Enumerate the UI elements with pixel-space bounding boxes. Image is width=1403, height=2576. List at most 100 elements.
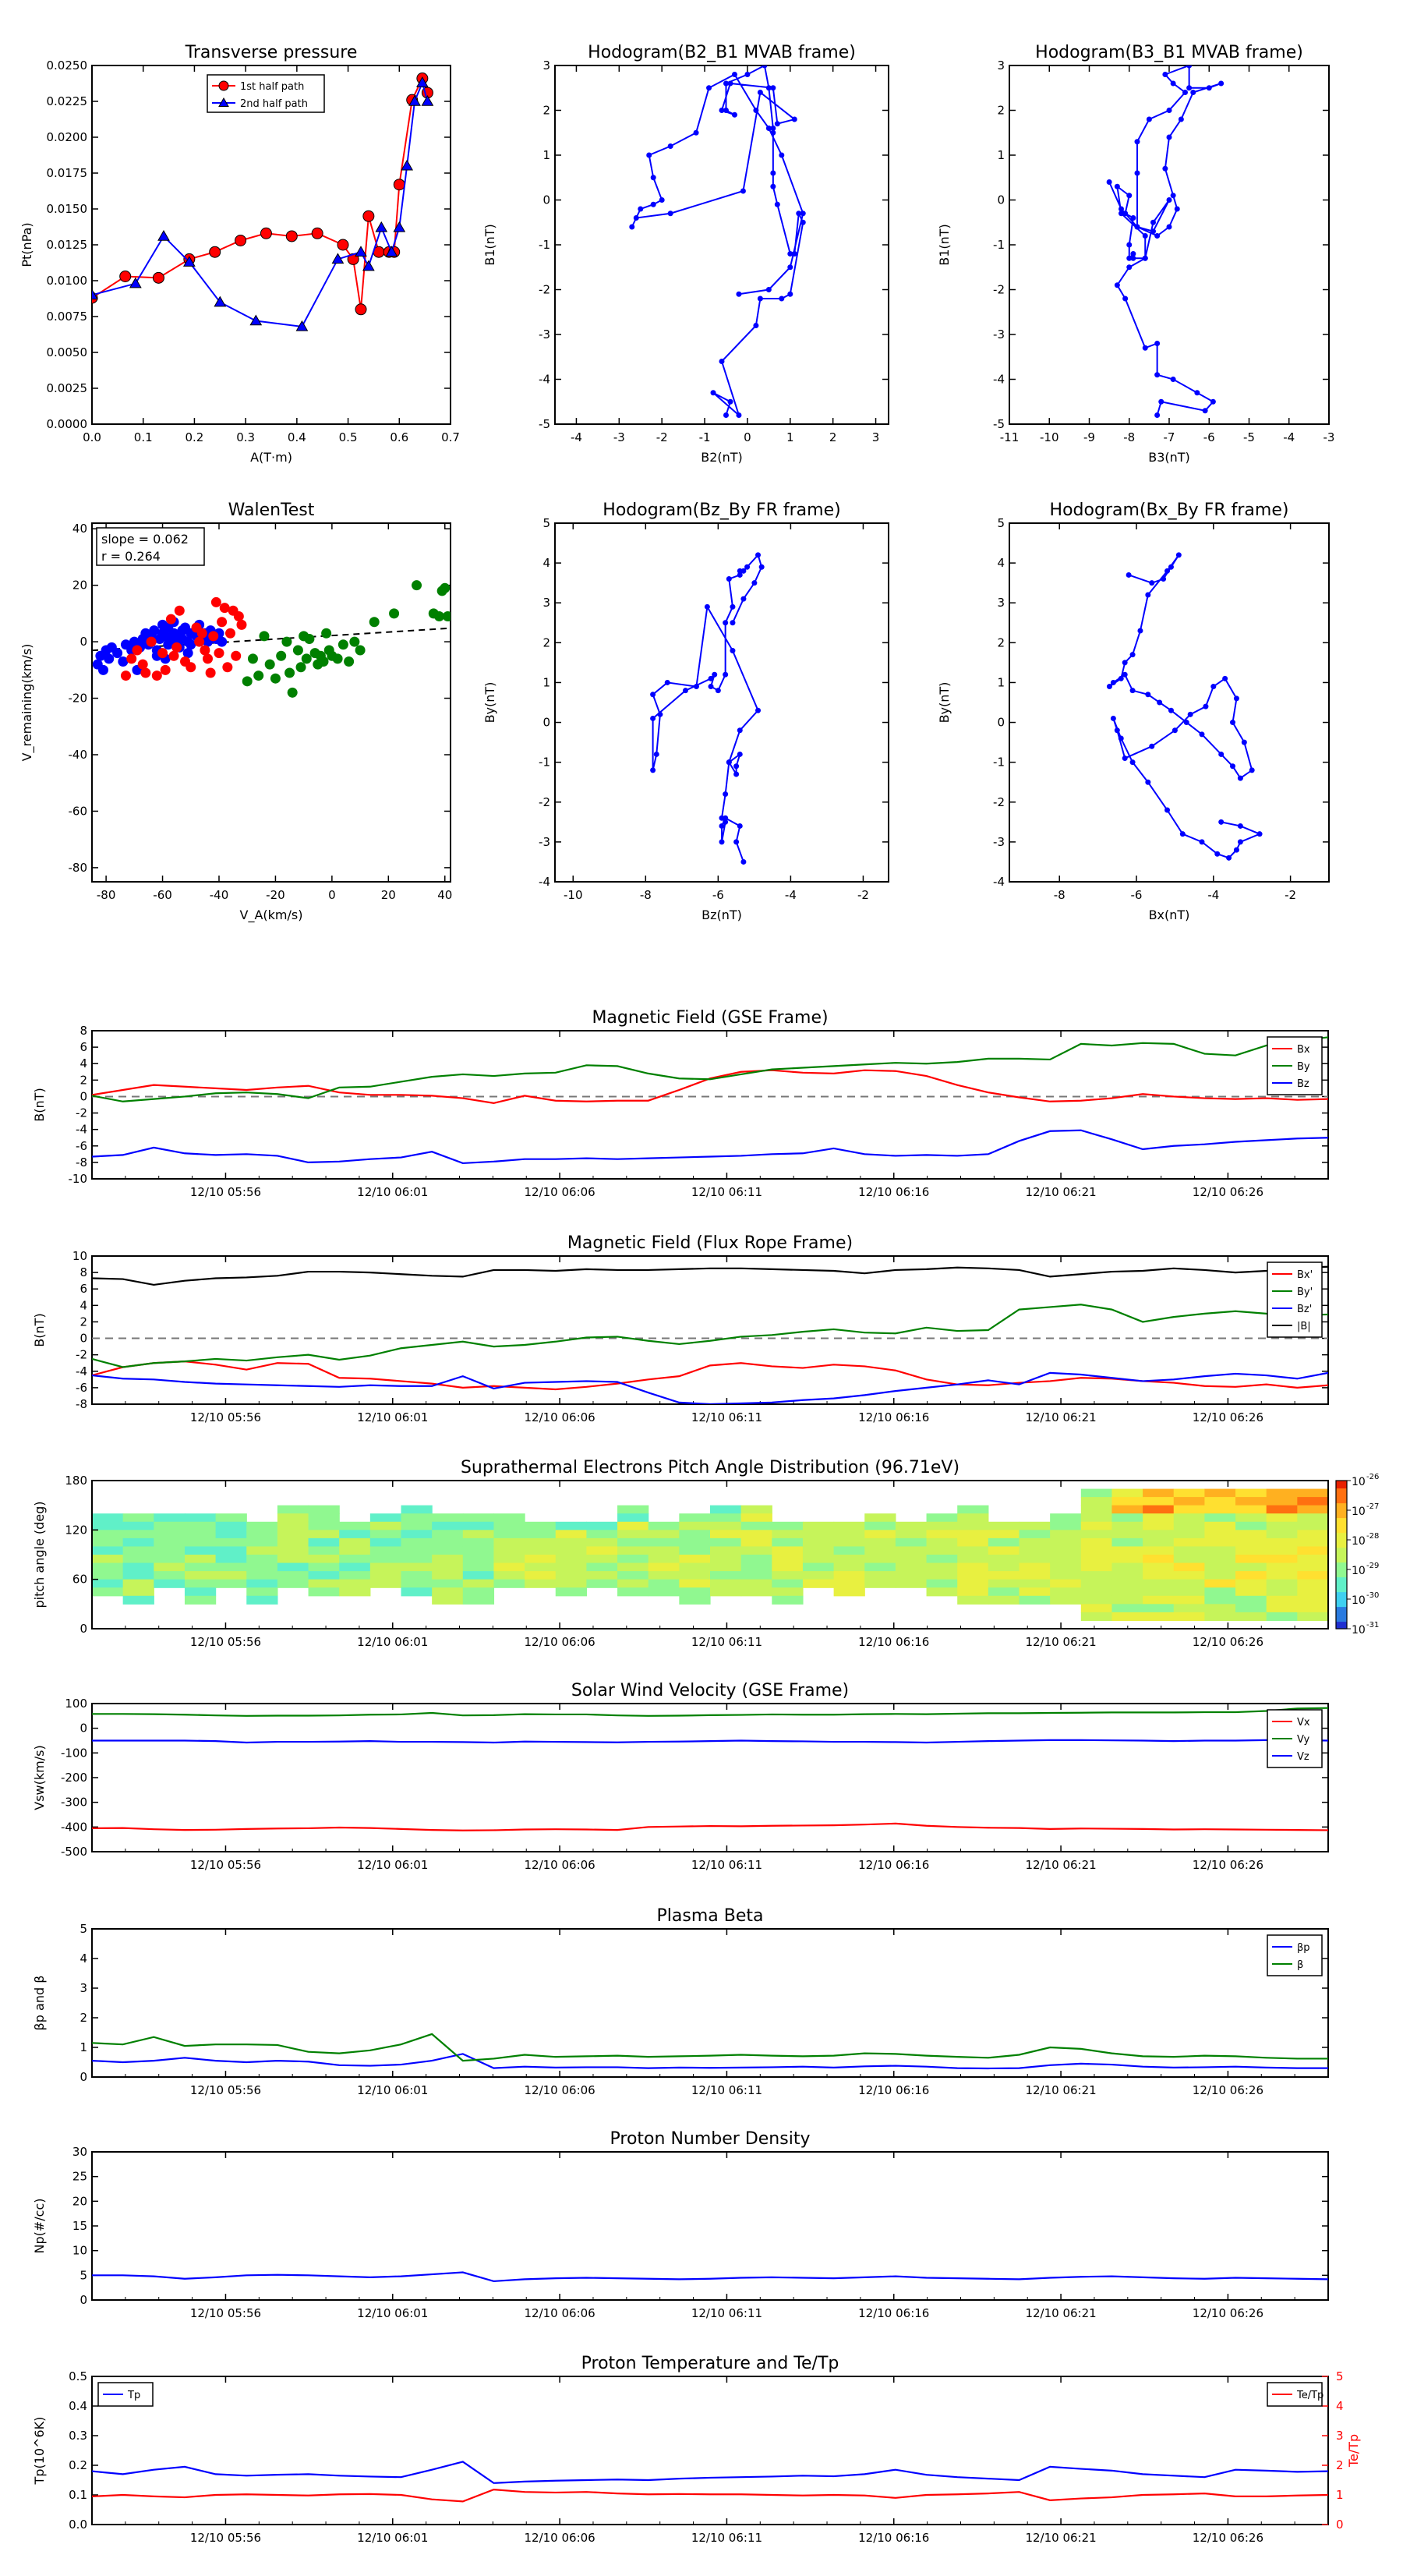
data-point (1126, 193, 1133, 199)
heatmap-cell (1143, 1595, 1175, 1605)
heatmap-cell (401, 1513, 433, 1523)
time-tick-label: 12/10 06:01 (357, 2306, 428, 2320)
colorbar-label-exp: -27 (1366, 1502, 1379, 1511)
y2-tick-label: 5 (1336, 2369, 1344, 2383)
heatmap-cell (277, 1505, 309, 1514)
x-tick-label: 0.6 (390, 430, 408, 444)
data-point (800, 211, 806, 217)
panel-walen_test: -80 -60 -40 -20 0 20 40 -80 -60 -40 -20 0 20 40 WalenT… (19, 501, 452, 923)
heatmap-cell (740, 1513, 772, 1523)
data-point (222, 662, 233, 673)
series-line-Te-Tp (92, 2489, 1328, 2503)
heatmap-cell (1266, 1537, 1298, 1548)
series-line-By- (92, 1304, 1328, 1368)
heatmap-cell (1297, 1546, 1329, 1555)
time-tick-label: 12/10 06:21 (1025, 1185, 1096, 1199)
y2-tick-label: 2 (1336, 2458, 1344, 2472)
heatmap-cell (1111, 1604, 1143, 1613)
y-tick-label: 100 (65, 1697, 87, 1711)
time-tick-label: 12/10 06:26 (1193, 2531, 1263, 2545)
heatmap-cell (432, 1521, 464, 1530)
data-point (744, 564, 751, 570)
x-tick-label: 1 (786, 430, 794, 444)
y-axis-label: V_remaining(km/s) (19, 644, 35, 762)
colorbar-cell (1336, 1510, 1347, 1513)
heatmap-cell (1235, 1546, 1267, 1555)
panel-proton_temp: 12/10 05:56 12/10 06:01 12/10 06:06 12/10 0… (32, 2354, 1361, 2545)
y-tick-label: 2 (80, 1315, 87, 1329)
heatmap-cell (1050, 1546, 1082, 1555)
data-point (736, 291, 742, 297)
data-point (218, 97, 229, 107)
data-point (242, 676, 253, 687)
data-point (1149, 580, 1155, 586)
series-line-Bx (92, 1069, 1328, 1105)
x-tick-label: -5 (1243, 430, 1255, 444)
y-tick-label: 10 (72, 2244, 87, 2258)
data-point (152, 271, 164, 284)
heatmap-cell (1204, 1521, 1236, 1530)
data-point (1122, 660, 1128, 666)
heatmap-cell (92, 1579, 124, 1588)
heatmap-cell (1235, 1562, 1267, 1572)
data-point (723, 620, 729, 626)
y-tick-label: -500 (61, 1845, 87, 1859)
colorbar-cell (1336, 1483, 1347, 1486)
heatmap-cell (617, 1505, 649, 1514)
data-point (214, 648, 224, 659)
heatmap-cell (710, 1546, 742, 1555)
chart-title: Magnetic Field (GSE Frame) (592, 1008, 828, 1028)
heatmap-cell (988, 1579, 1020, 1588)
legend-label: βp (1297, 1942, 1310, 1954)
heatmap-cell (864, 1546, 896, 1555)
data-point (421, 94, 434, 106)
x-tick-label: -10 (564, 888, 583, 902)
heatmap-cell (772, 1546, 804, 1555)
heatmap-cell (1019, 1579, 1051, 1588)
heatmap-cell (1266, 1604, 1298, 1613)
data-point (157, 648, 168, 659)
heatmap-cell (617, 1537, 649, 1548)
y-tick-label: 0 (80, 1721, 87, 1736)
colorbar-cell (1336, 1572, 1347, 1575)
heatmap-cell (617, 1521, 649, 1530)
data-point (1158, 398, 1164, 405)
heatmap-cell (369, 1571, 402, 1580)
heatmap-cell (957, 1537, 989, 1548)
heatmap-cell (1235, 1537, 1267, 1548)
data-point (208, 631, 219, 642)
data-point (1130, 255, 1136, 261)
heatmap-cell (184, 1537, 217, 1548)
series-line--p (92, 2053, 1328, 2070)
heatmap-cell (122, 1537, 154, 1548)
data-point (646, 152, 652, 158)
plot-area (92, 2033, 1328, 2070)
colorbar-cell (1336, 1490, 1347, 1494)
heatmap-cell (1143, 1612, 1175, 1622)
heatmap-cell (92, 1546, 124, 1555)
data-point (753, 108, 759, 113)
heatmap-cell (432, 1530, 464, 1539)
heatmap-cell (1235, 1612, 1267, 1622)
heatmap-cell (988, 1546, 1020, 1555)
plot-area (629, 65, 806, 418)
heatmap-cell (401, 1537, 433, 1548)
heatmap-cell (339, 1579, 371, 1588)
chart-title: Hodogram(Bz_By FR frame) (603, 501, 840, 520)
data-point (1222, 675, 1228, 681)
y-tick-label: 6 (80, 1040, 87, 1054)
heatmap-cell (432, 1546, 464, 1555)
heatmap-cell (339, 1587, 371, 1597)
time-tick-label: 12/10 06:06 (524, 2083, 595, 2097)
colorbar-label-exp: -26 (1366, 1473, 1379, 1481)
y-axis-label: Vsw(km/s) (32, 1745, 47, 1810)
heatmap-cell (401, 1571, 433, 1580)
data-point (719, 823, 725, 829)
data-point (104, 653, 115, 664)
chart-title: Proton Temperature and Te/Tp (581, 2354, 839, 2373)
data-point (723, 791, 729, 798)
colorbar-cell (1336, 1579, 1347, 1583)
annotation-box (96, 527, 205, 566)
data-point (1114, 183, 1120, 189)
